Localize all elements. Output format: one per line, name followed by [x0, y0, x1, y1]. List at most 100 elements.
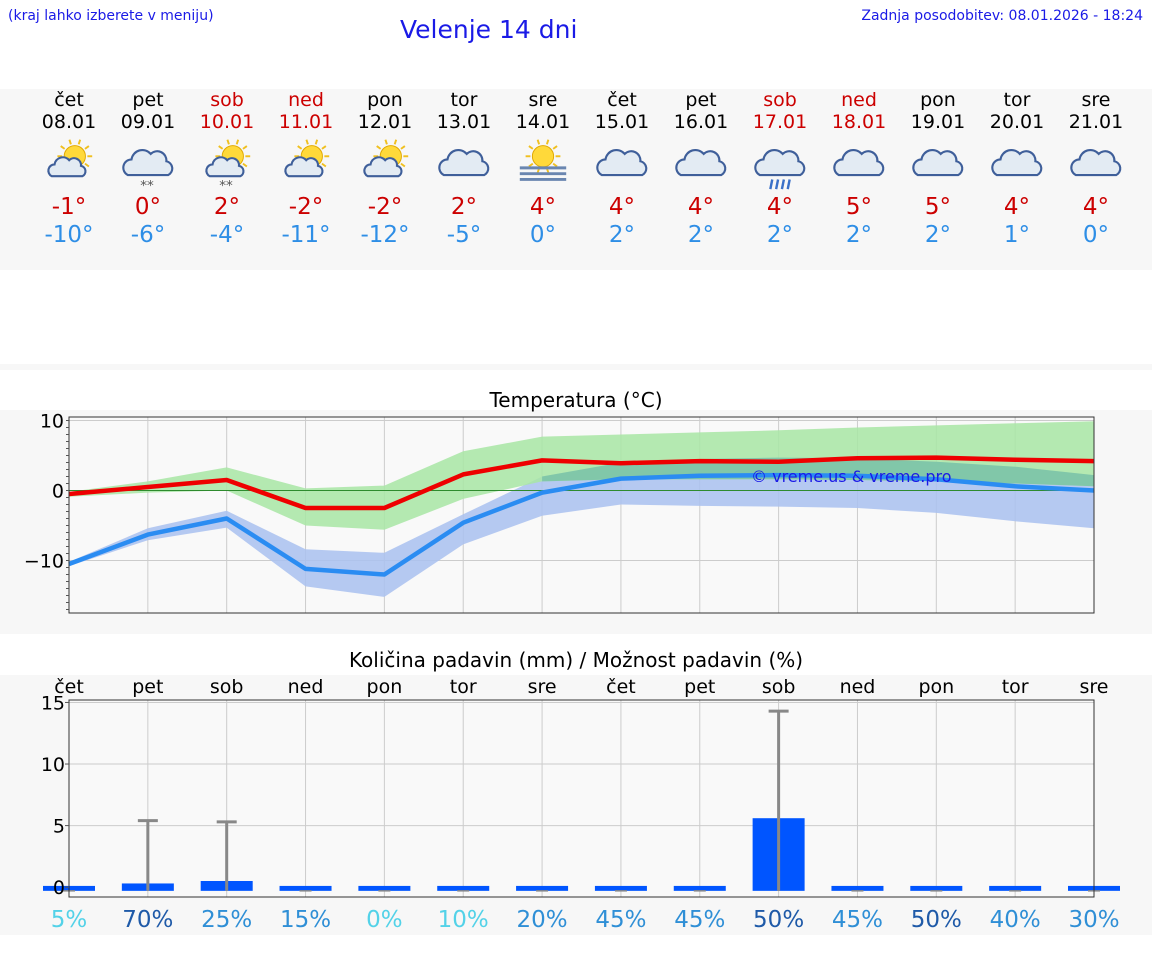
- precip-probability: 40%: [990, 907, 1041, 933]
- day-name: tor: [450, 89, 478, 111]
- precipitation-chart-title: Količina padavin (mm) / Možnost padavin …: [348, 648, 804, 672]
- forecast-day: ned 11.01 -2° -11°: [267, 89, 346, 249]
- svg-text:**: **: [140, 178, 154, 193]
- precipitation-plot-area: [69, 700, 1094, 897]
- precipitation-plot-frame: [68, 699, 1095, 898]
- precip-probability: 50%: [911, 907, 962, 933]
- last-updated: Zadnja posodobitev: 08.01.2026 - 18:24: [861, 8, 1143, 24]
- day-name: pon: [367, 89, 403, 111]
- forecast-day: tor 20.01 4° 1°: [978, 89, 1057, 249]
- x-category-label: ned: [288, 676, 324, 698]
- day-date: 09.01: [120, 111, 176, 133]
- forecast-day: sob 17.01 4° 2°: [741, 89, 820, 249]
- cloud-icon: [1070, 148, 1122, 177]
- forecast-day: sre 14.01 4° 0°: [504, 89, 583, 249]
- precip-bar: [831, 885, 884, 891]
- min-temp-line: [68, 472, 1095, 577]
- y-tick-label: 5: [53, 816, 65, 838]
- precip-probability: 45%: [674, 907, 725, 933]
- precip-bar: [279, 885, 332, 891]
- day-name: čet: [607, 89, 637, 111]
- precip-probability: 15%: [280, 907, 331, 933]
- x-category-label: pet: [684, 676, 715, 698]
- temp-max: 5°: [924, 194, 952, 220]
- day-name: sob: [210, 89, 244, 111]
- day-date: 12.01: [357, 111, 413, 133]
- temp-max: 4°: [1003, 194, 1031, 220]
- day-name: ned: [288, 89, 324, 111]
- temp-max: 5°: [845, 194, 873, 220]
- x-category-label: pon: [367, 676, 403, 698]
- precip-probability: 70%: [122, 907, 173, 933]
- x-category-label: ned: [840, 676, 876, 698]
- separator-band: [0, 364, 1152, 370]
- precip-probability: 30%: [1068, 907, 1119, 933]
- min-temp-band: [69, 457, 1094, 597]
- day-name: sre: [528, 89, 558, 111]
- day-name: sre: [1081, 89, 1111, 111]
- precip-probability: 20%: [517, 907, 568, 933]
- temp-min: -12°: [360, 222, 410, 248]
- day-date: 08.01: [41, 111, 97, 133]
- precip-probability: 0%: [366, 907, 403, 933]
- temp-min: 2°: [845, 222, 873, 248]
- x-category-label: sre: [528, 676, 557, 698]
- day-date: 17.01: [752, 111, 808, 133]
- forecast-day: čet 15.01 4° 2°: [583, 89, 662, 249]
- y-tick-label: 10: [40, 411, 64, 433]
- y-tick-label: 0: [52, 481, 64, 503]
- sun-cloud-icon: [363, 139, 409, 178]
- sun-fog-icon: [519, 139, 567, 181]
- sun-cloud-icon: [284, 139, 330, 178]
- forecast-day: čet 08.01 -1° -10°: [30, 89, 109, 249]
- x-category-label: sre: [1080, 676, 1109, 698]
- forecast-day: sre 21.01 4° 0°: [1057, 89, 1136, 249]
- temp-max: 4°: [1082, 194, 1110, 220]
- forecast-day: pet 09.01 ** 0° -6°: [109, 89, 188, 249]
- temp-min: 2°: [766, 222, 794, 248]
- cloud-icon: [675, 148, 727, 177]
- temp-min: -6°: [130, 222, 166, 248]
- temp-min: -11°: [281, 222, 331, 248]
- day-name: pet: [685, 89, 717, 111]
- svg-text:**: **: [219, 178, 233, 193]
- precip-bar: [989, 885, 1042, 891]
- location-hint: (kraj lahko izberete v meniju): [8, 8, 214, 24]
- temp-min: -4°: [209, 222, 245, 248]
- y-tick-label: 0: [53, 877, 65, 899]
- day-date: 21.01: [1068, 111, 1124, 133]
- precip-bar: [673, 885, 726, 891]
- temp-max: -1°: [51, 194, 87, 220]
- forecast-day: pon 12.01 -2° -12°: [346, 89, 425, 249]
- x-category-label: pet: [132, 676, 163, 698]
- day-date: 14.01: [515, 111, 571, 133]
- forecast-day: pet 16.01 4° 2°: [662, 89, 741, 249]
- cloud-snow-icon: **: [122, 148, 174, 193]
- cloud-icon: [438, 148, 490, 177]
- temp-max: 4°: [687, 194, 715, 220]
- watermark: © vreme.us & vreme.pro: [751, 467, 952, 486]
- precip-probability: 50%: [753, 907, 804, 933]
- precip-bar: [910, 885, 963, 891]
- max-temp-line: [68, 455, 1095, 511]
- temp-min: 1°: [1003, 222, 1031, 248]
- precip-bar: [358, 885, 411, 891]
- temp-max: 0°: [134, 194, 162, 220]
- day-date: 15.01: [594, 111, 650, 133]
- day-name: sob: [763, 89, 797, 111]
- cloud-icon: [912, 148, 964, 177]
- x-category-label: sob: [210, 676, 244, 698]
- day-date: 19.01: [910, 111, 966, 133]
- temp-min: 0°: [1082, 222, 1110, 248]
- cloud-rain-icon: [754, 148, 806, 190]
- forecast-day: tor 13.01 2° -5°: [425, 89, 504, 249]
- sun-cloud-snow-icon: **: [205, 139, 251, 193]
- temp-min: -10°: [44, 222, 94, 248]
- precip-bar: [594, 885, 647, 891]
- day-date: 10.01: [199, 111, 255, 133]
- forecast-day: sob 10.01 ** 2° -4°: [188, 89, 267, 249]
- temp-max: 2°: [450, 194, 478, 220]
- temperature-plot-frame: [68, 416, 1095, 614]
- temp-max: 4°: [529, 194, 557, 220]
